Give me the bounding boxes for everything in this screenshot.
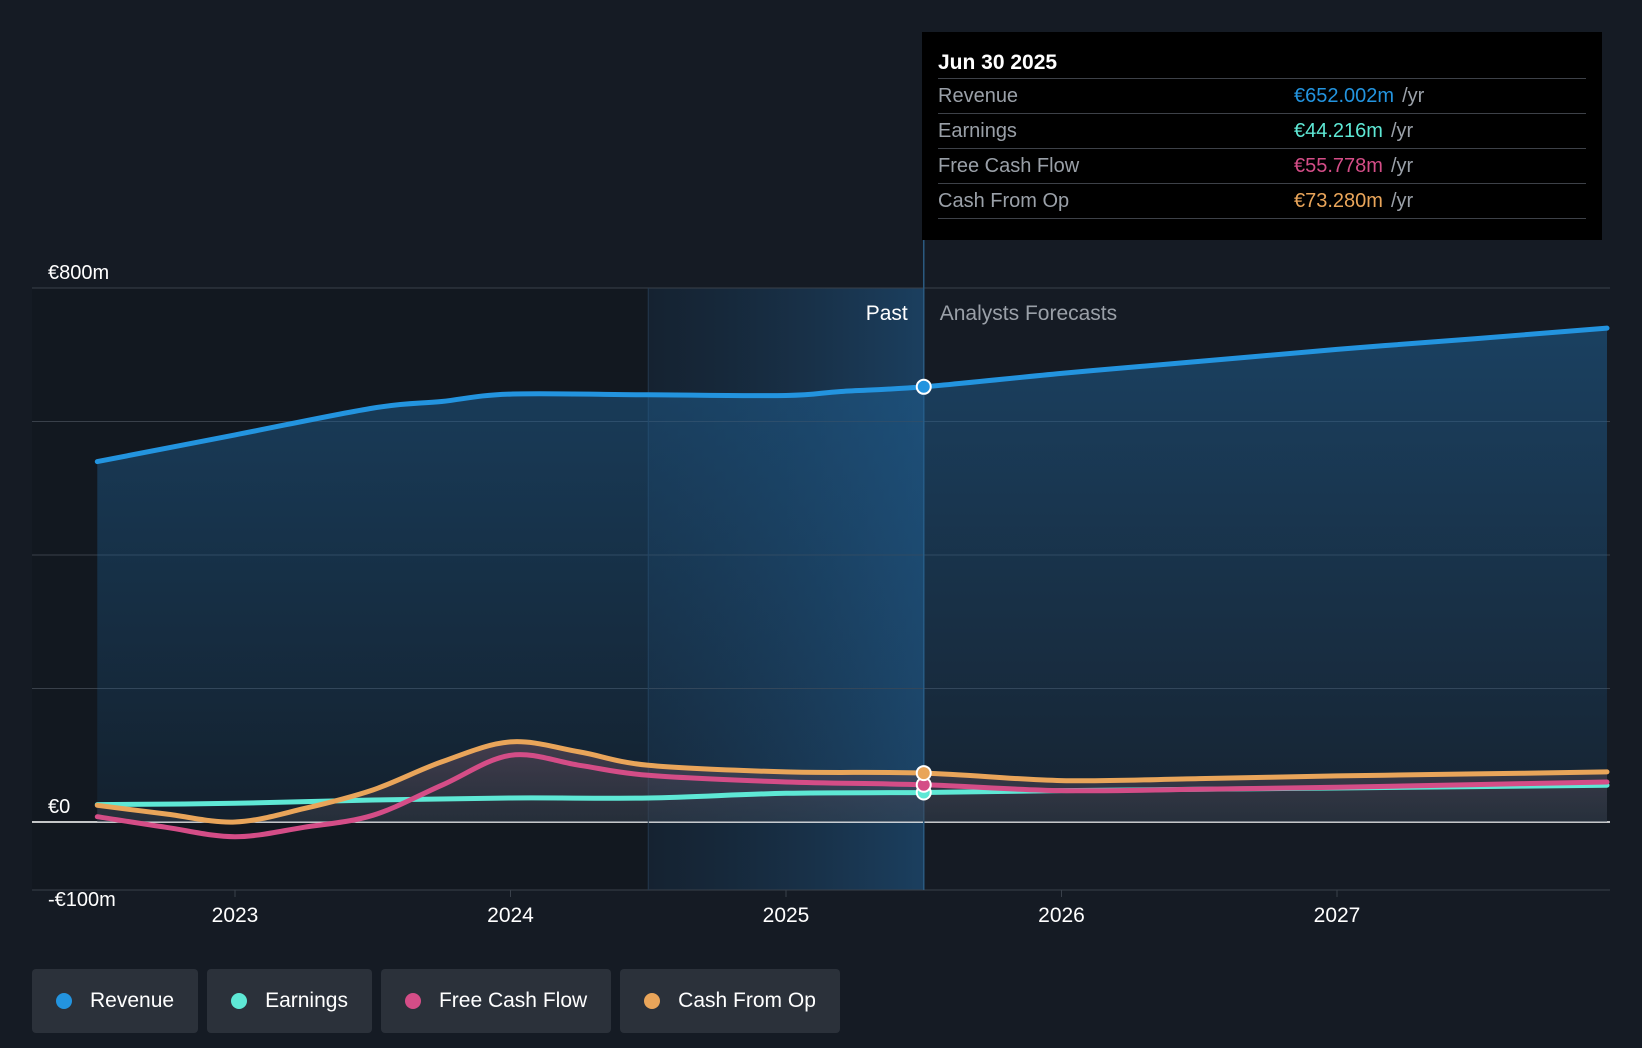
tooltip: Jun 30 2025 Revenue €652.002m /yr Earnin…	[922, 32, 1602, 240]
legend-item-cash-from-op[interactable]: Cash From Op	[620, 969, 840, 1033]
tooltip-label: Cash From Op	[938, 189, 1070, 212]
tooltip-value: €55.778m	[1294, 154, 1383, 177]
legend-item-revenue[interactable]: Revenue	[32, 969, 199, 1033]
legend-item-free-cash-flow[interactable]: Free Cash Flow	[380, 969, 612, 1033]
legend-label: Earnings	[265, 989, 348, 1012]
cash-from-op-marker	[915, 765, 932, 782]
x-tick-label: 2023	[212, 904, 259, 927]
financial-chart: 2023 2024 2025 2026 2027 €800m €0 -€100m Past Ana…	[32, 240, 1610, 927]
tooltip-label: Earnings	[938, 119, 1017, 142]
legend-label: Revenue	[90, 989, 175, 1012]
legend-item-earnings[interactable]: Earnings	[207, 969, 372, 1033]
tooltip-unit: /yr	[1390, 154, 1414, 177]
tooltip-label: Revenue	[938, 84, 1019, 107]
tooltip-row-free-cash-flow: Free Cash Flow €55.778m /yr	[938, 148, 1586, 183]
x-tick-label: 2025	[763, 904, 810, 927]
y-axis-label: -€100m	[48, 889, 116, 911]
tooltip-value: €44.216m	[1294, 119, 1383, 142]
y-axis-label: €800m	[48, 262, 109, 284]
tooltip-row-earnings: Earnings €44.216m /yr	[938, 113, 1586, 148]
legend-dot-icon	[644, 993, 661, 1009]
tooltip-row-cash-from-op: Cash From Op €73.280m /yr	[938, 183, 1586, 219]
legend: Revenue Earnings Free Cash Flow Cash Fro…	[32, 969, 840, 1033]
legend-dot-icon	[404, 993, 421, 1009]
tooltip-unit: /yr	[1390, 189, 1414, 212]
past-label: Past	[866, 302, 908, 325]
forecast-label: Analysts Forecasts	[940, 302, 1117, 325]
y-axis-label: €0	[48, 796, 70, 818]
revenue-line	[94, 325, 1610, 465]
tooltip-unit: /yr	[1390, 119, 1414, 142]
legend-label: Cash From Op	[678, 989, 816, 1012]
cash-from-op-line	[94, 739, 1610, 825]
x-tick-label: 2027	[1314, 904, 1361, 927]
tooltip-unit: /yr	[1402, 84, 1425, 107]
revenue-marker	[915, 378, 932, 395]
tooltip-date: Jun 30 2025	[938, 51, 1058, 74]
revenue-area	[97, 328, 1607, 822]
tooltip-value: €73.280m	[1294, 189, 1383, 212]
legend-dot-icon	[231, 993, 248, 1009]
tooltip-value: €652.002m	[1294, 84, 1395, 107]
legend-label: Free Cash Flow	[438, 989, 588, 1012]
x-tick-label: 2024	[487, 904, 534, 927]
free-cash-flow-line	[94, 752, 1610, 840]
tooltip-row-revenue: Revenue €652.002m /yr	[938, 78, 1586, 113]
legend-dot-icon	[56, 993, 72, 1009]
tooltip-label: Free Cash Flow	[938, 154, 1080, 177]
x-tick-label: 2026	[1038, 904, 1085, 927]
